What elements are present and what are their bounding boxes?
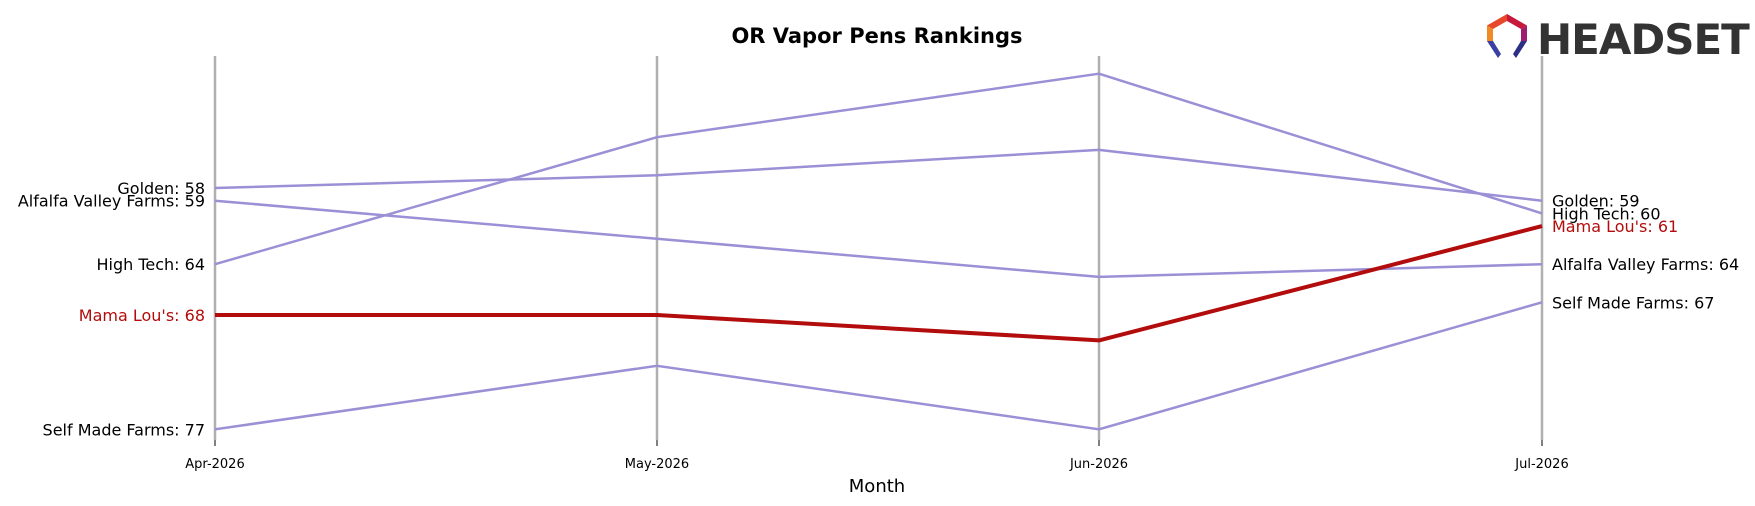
x-tick-label: May-2026 (625, 457, 689, 472)
end-label: Mama Lou's: 61 (1552, 217, 1678, 236)
chart-title: OR Vapor Pens Rankings (731, 24, 1022, 48)
series-line (214, 199, 1543, 279)
x-tick-label: Jun-2026 (1069, 457, 1128, 472)
series-line (214, 148, 1543, 202)
x-axis-ticks: Apr-2026 May-2026 Jun-2026 Jul-2026 (185, 440, 1569, 472)
end-label: High Tech: 60 (1552, 204, 1661, 223)
series-line (214, 301, 1543, 431)
series-line (215, 224, 1543, 343)
month-gridlines (213, 56, 1544, 440)
end-labels: Golden: 59 Alfalfa Valley Farms: 64 High T… (1552, 192, 1739, 313)
end-label: Alfalfa Valley Farms: 64 (1552, 255, 1739, 274)
x-axis-label: Month (849, 476, 905, 497)
start-label: Alfalfa Valley Farms: 59 (18, 192, 205, 211)
series-line (214, 72, 1543, 266)
start-label: Golden: 58 (117, 179, 205, 198)
start-label: Self Made Farms: 77 (43, 420, 205, 439)
x-tick-label: Jul-2026 (1514, 457, 1568, 472)
start-label: Mama Lou's: 68 (79, 306, 205, 325)
x-tick-label: Apr-2026 (185, 457, 244, 472)
end-label: Golden: 59 (1552, 192, 1640, 211)
headset-hexagon-logo-icon (1487, 14, 1527, 58)
start-label: High Tech: 64 (96, 255, 205, 274)
end-label: Self Made Farms: 67 (1552, 293, 1714, 312)
headset-logo: HEADSET (1487, 14, 1751, 64)
logo-text: HEADSET (1537, 15, 1750, 64)
series-lines (214, 72, 1543, 431)
